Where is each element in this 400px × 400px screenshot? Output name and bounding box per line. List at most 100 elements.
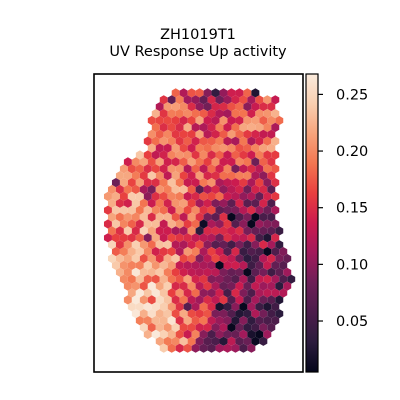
spot xyxy=(179,198,188,208)
spot xyxy=(255,329,264,339)
spot xyxy=(267,240,276,250)
spot xyxy=(139,295,148,305)
spot xyxy=(191,274,200,284)
spot xyxy=(179,322,188,333)
spot xyxy=(143,136,152,146)
spot xyxy=(203,309,212,319)
spot xyxy=(215,233,224,243)
spot xyxy=(175,302,184,312)
spot xyxy=(247,302,256,312)
spot xyxy=(243,198,252,208)
spot xyxy=(183,164,192,174)
spot xyxy=(219,129,228,139)
spot xyxy=(183,191,192,201)
spot xyxy=(247,329,256,339)
spot xyxy=(231,247,240,257)
spot xyxy=(123,157,132,167)
spot xyxy=(247,274,256,284)
spot xyxy=(239,247,248,257)
spot xyxy=(103,205,112,215)
spot xyxy=(283,281,292,291)
spot xyxy=(155,267,164,277)
spot xyxy=(187,88,196,98)
spot xyxy=(151,316,160,326)
spot xyxy=(199,109,208,119)
spot xyxy=(247,122,256,132)
spot xyxy=(187,226,196,236)
spot xyxy=(171,129,180,139)
spot xyxy=(191,191,200,201)
spot xyxy=(179,295,188,305)
spot xyxy=(195,212,204,222)
spot xyxy=(207,247,216,257)
spot xyxy=(271,109,280,119)
spot xyxy=(239,122,248,132)
spot xyxy=(203,171,212,181)
spot xyxy=(159,260,168,270)
spot xyxy=(183,274,192,284)
spot xyxy=(207,109,216,119)
spot xyxy=(211,281,220,291)
spot xyxy=(191,302,200,312)
spot xyxy=(259,171,268,181)
spot xyxy=(227,88,236,98)
spot xyxy=(151,164,160,174)
spot xyxy=(247,109,256,119)
spot xyxy=(271,178,280,188)
spot xyxy=(267,184,276,195)
spot xyxy=(163,336,172,346)
spot xyxy=(175,274,184,284)
spot xyxy=(131,171,140,181)
spot xyxy=(219,102,228,112)
spot xyxy=(147,267,156,277)
spot xyxy=(119,191,128,201)
spot xyxy=(267,281,276,291)
spot xyxy=(243,267,252,277)
spot xyxy=(159,288,168,298)
spot xyxy=(251,88,260,98)
spot xyxy=(179,115,188,126)
spot xyxy=(199,219,208,229)
spot xyxy=(179,240,188,250)
spot xyxy=(183,150,192,160)
spot xyxy=(171,157,180,167)
spot xyxy=(167,109,176,119)
spot xyxy=(255,274,264,284)
spot xyxy=(235,226,244,236)
spot xyxy=(211,240,220,250)
spot xyxy=(239,274,248,284)
spot xyxy=(203,102,212,112)
spot xyxy=(111,219,120,229)
spot xyxy=(183,247,192,257)
spot xyxy=(227,336,236,346)
spot xyxy=(119,164,128,174)
spot xyxy=(147,295,156,305)
spot xyxy=(147,322,156,333)
spot xyxy=(131,267,140,277)
spot xyxy=(239,260,248,270)
spot xyxy=(243,336,252,346)
spot xyxy=(115,198,124,208)
spot xyxy=(175,109,184,119)
spot xyxy=(115,226,124,236)
spot xyxy=(247,136,256,146)
spot xyxy=(155,102,164,112)
spot xyxy=(143,164,152,174)
spot xyxy=(243,240,252,250)
spot xyxy=(143,150,152,160)
spot xyxy=(279,260,288,270)
spot xyxy=(143,205,152,215)
spot xyxy=(123,198,132,208)
spot xyxy=(155,253,164,264)
spot xyxy=(223,219,232,229)
spot xyxy=(223,150,232,160)
spot xyxy=(175,233,184,243)
spot xyxy=(139,240,148,250)
spot xyxy=(271,288,280,298)
spot xyxy=(155,171,164,181)
spot xyxy=(103,219,112,229)
spot xyxy=(235,115,244,126)
spot xyxy=(231,95,240,105)
spot xyxy=(135,274,144,284)
spot xyxy=(183,288,192,298)
